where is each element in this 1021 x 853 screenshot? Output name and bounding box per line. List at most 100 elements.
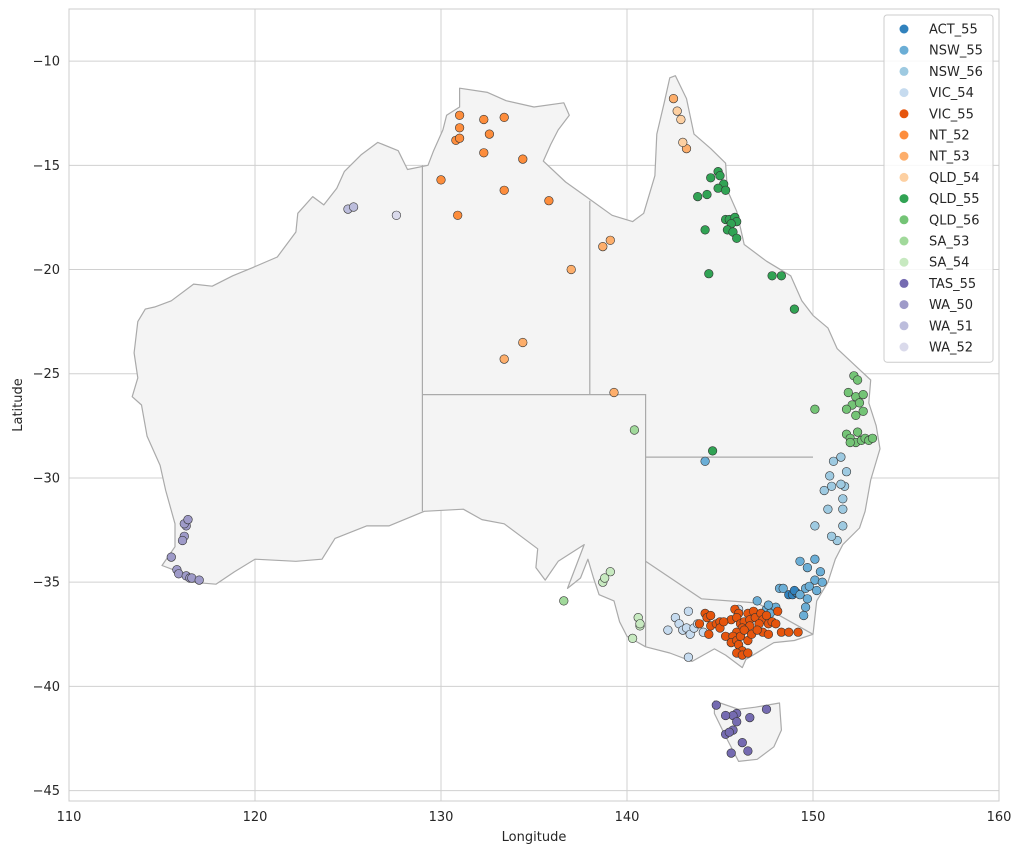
legend-marker	[899, 45, 909, 55]
point-vic-55	[719, 617, 729, 627]
point-tas-55	[745, 712, 755, 723]
point-qld-56	[841, 404, 852, 414]
point-vic-55	[763, 629, 774, 639]
plot-frame	[68, 8, 1000, 802]
point-qld-56	[858, 406, 868, 416]
legend-marker	[899, 66, 909, 76]
point-nsw-55	[802, 562, 813, 573]
point-sa-53	[629, 425, 640, 435]
point-vic-55	[743, 648, 753, 658]
point-nsw-55	[799, 610, 809, 621]
point-tas-55	[761, 704, 772, 714]
point-qld-55	[707, 446, 718, 456]
legend-marker	[899, 236, 909, 246]
point-nsw-56	[826, 481, 837, 491]
point-nsw-56	[841, 467, 852, 477]
point-sa-54	[600, 573, 610, 583]
legend-label: SA_53	[929, 235, 969, 250]
point-wa-50	[166, 552, 176, 562]
point-nsw-55	[800, 602, 811, 612]
point-vic-55	[773, 606, 783, 616]
legend-marker	[899, 130, 909, 140]
x-tick-labels: 110 120 130 140 150 160	[57, 810, 1012, 825]
point-nt-52	[544, 196, 554, 206]
point-wa-50	[194, 575, 204, 585]
point-qld-55	[767, 271, 777, 281]
point-nsw-56	[826, 531, 837, 541]
point-qld-56	[867, 433, 878, 443]
point-nt-52	[479, 114, 489, 125]
point-nsw-56	[823, 504, 833, 514]
y-tick-label: −10	[33, 55, 60, 70]
legend-label: QLD_55	[929, 192, 980, 207]
point-nt-53	[609, 387, 619, 398]
point-vic-55	[752, 625, 762, 635]
point-sa-54	[627, 633, 638, 644]
point-qld-55	[706, 173, 716, 183]
point-nt-52	[455, 123, 465, 133]
legend-label: VIC_55	[929, 107, 974, 122]
legend-marker	[899, 257, 909, 267]
legend-box	[883, 14, 994, 363]
point-qld-55	[789, 304, 800, 314]
point-nsw-56	[825, 471, 835, 481]
legend-marker	[899, 278, 909, 288]
point-nsw-56	[836, 479, 846, 489]
point-vic-55	[704, 629, 714, 639]
point-qld-56	[852, 375, 863, 385]
point-nsw-56	[836, 452, 846, 462]
y-axis-label: Latitude	[11, 378, 26, 432]
legend-label: NT_52	[929, 129, 970, 144]
legend-label: NSW_56	[929, 65, 983, 80]
point-tas-55	[724, 727, 734, 737]
point-wa-50	[177, 535, 188, 546]
point-tas-55	[732, 717, 742, 727]
point-nt-52	[453, 210, 463, 220]
y-tick-label: −25	[33, 367, 60, 382]
point-tas-55	[720, 710, 731, 721]
legend-marker	[899, 88, 909, 98]
point-qld-56	[810, 404, 820, 414]
legend-marker	[899, 109, 909, 119]
point-nsw-56	[838, 504, 848, 514]
point-qld-55	[693, 192, 703, 202]
legend-marker	[899, 172, 909, 182]
point-nsw-56	[819, 485, 829, 496]
point-nt-53	[668, 93, 679, 104]
legend-label: WA_51	[929, 319, 973, 334]
legend: ACT_55 NSW_55 NSW_56 VIC_54 VIC_55 NT_52 NT_53…	[883, 14, 994, 363]
point-wa-52	[391, 210, 402, 220]
point-vic-54	[683, 652, 694, 662]
y-tick-label: −20	[33, 263, 60, 278]
legend-label: WA_50	[929, 298, 973, 313]
point-sa-54	[635, 619, 645, 629]
legend-label: SA_54	[929, 256, 969, 271]
point-nt-53	[566, 264, 576, 275]
point-nsw-55	[804, 581, 814, 591]
point-qld-55	[715, 171, 725, 181]
x-tick-label: 120	[243, 810, 268, 825]
point-qld-56	[852, 427, 863, 437]
legend-label: NSW_55	[929, 44, 983, 59]
point-qld-55	[704, 269, 714, 279]
point-qld-56	[851, 410, 861, 421]
point-wa-51	[349, 202, 359, 212]
x-tick-label: 130	[429, 810, 454, 825]
point-vic-54	[663, 625, 673, 635]
legend-label: QLD_56	[929, 213, 980, 228]
legend-marker	[899, 24, 909, 34]
point-nsw-55	[752, 596, 762, 606]
point-nt-52	[455, 110, 465, 120]
x-axis-label: Longitude	[502, 830, 567, 845]
legend-marker	[899, 215, 909, 225]
point-nsw-55	[795, 590, 805, 600]
y-tick-label: −15	[33, 159, 60, 174]
point-qld-55	[732, 233, 742, 243]
point-qld-56	[843, 387, 853, 398]
legend-label: TAS_55	[928, 277, 976, 292]
point-qld-54	[672, 106, 682, 116]
y-tick-label: −35	[33, 576, 60, 591]
point-vic-55	[771, 619, 781, 629]
point-nsw-55	[815, 567, 826, 577]
point-nsw-55	[700, 456, 710, 466]
